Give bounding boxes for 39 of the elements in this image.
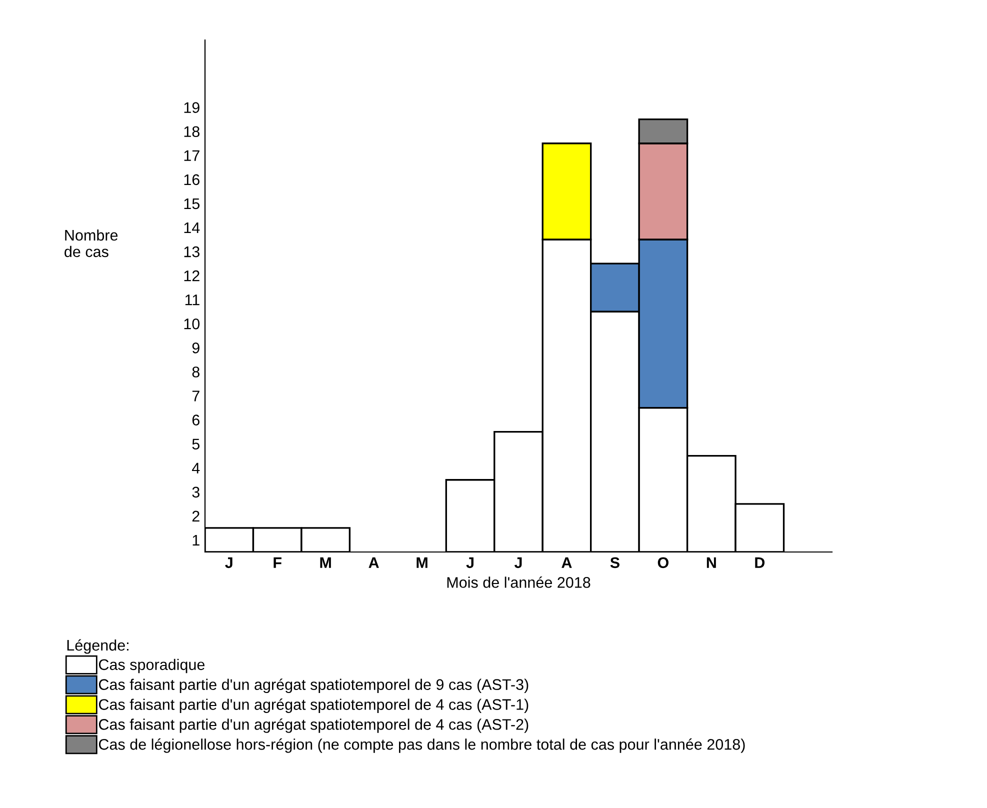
y-tick-label: 13: [184, 246, 200, 258]
y-tick-label: 9: [192, 342, 200, 354]
legend-label: Cas de légionellose hors-région (ne compte pas dans le nombre total de cas pour l'année 2018): [98, 738, 745, 753]
x-tick-label: F: [274, 557, 282, 568]
x-tick-label: A: [562, 557, 572, 568]
y-tick-label: 16: [184, 174, 200, 186]
y-tick-label: 8: [192, 366, 200, 378]
y-tick-label: 2: [192, 510, 200, 522]
x-tick-label: O: [658, 557, 668, 568]
legend-label: Cas faisant partie d'un agrégat spatiotemporel de 4 cas (AST-1): [98, 698, 528, 713]
y-tick-label: 15: [184, 198, 200, 210]
x-tick-label: A: [368, 557, 379, 568]
x-tick-label: J: [514, 557, 522, 568]
x-tick-label: M: [320, 557, 331, 568]
y-tick-label: 1: [192, 535, 200, 546]
y-tick-label: 11: [185, 294, 200, 306]
y-axis-title: Nombre de cas: [64, 229, 118, 258]
legend-title: Légende:: [67, 639, 128, 654]
x-tick-label: D: [755, 557, 765, 568]
x-tick-label: M: [416, 557, 428, 568]
y-tick-label: 5: [192, 438, 200, 450]
x-tick-label: S: [610, 557, 620, 568]
x-tick-label: J: [225, 557, 232, 568]
x-tick-label: J: [466, 557, 474, 568]
y-tick-label: 17: [184, 150, 200, 161]
y-tick-label: 7: [192, 390, 200, 402]
x-tick-label: N: [706, 557, 716, 568]
y-tick-label: 6: [192, 414, 200, 426]
y-tick-label: 10: [184, 318, 200, 330]
y-tick-label: 3: [192, 486, 200, 498]
legend-label: Cas faisant partie d'un agrégat spatiotemporel de 9 cas (AST-3): [98, 678, 528, 694]
y-tick-label: 14: [184, 222, 200, 234]
y-tick-label: 18: [184, 126, 200, 138]
y-tick-label: 12: [184, 270, 200, 282]
y-tick-label: 19: [184, 102, 200, 113]
legend-label: Cas faisant partie d'un agrégat spatiotemporel de 4 cas (AST-2): [98, 718, 528, 733]
x-axis-title: Mois de l'année 2018: [447, 576, 590, 588]
y-tick-label: 4: [192, 462, 200, 474]
legend-label: Cas sporadique: [98, 658, 205, 674]
